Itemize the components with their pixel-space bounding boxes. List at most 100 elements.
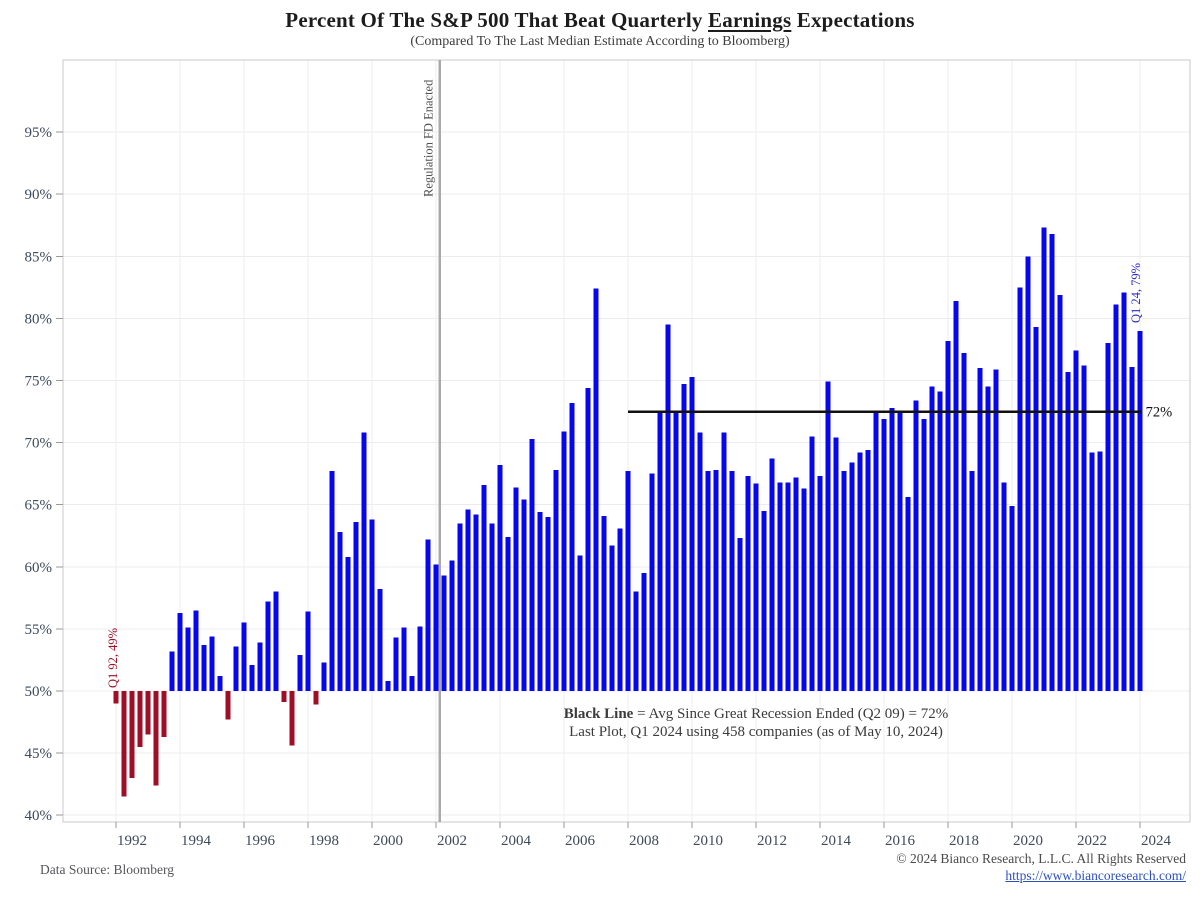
bar [1121, 292, 1127, 691]
y-tick-label: 55% [25, 622, 53, 638]
legend-black-line-desc: = Avg Since Great Recession Ended (Q2 09… [633, 706, 949, 722]
bar [145, 691, 151, 735]
bar [577, 555, 583, 691]
bar [729, 471, 735, 691]
chart-title: Percent Of The S&P 500 That Beat Quarter… [0, 8, 1200, 33]
bar [945, 340, 951, 691]
bar [1033, 327, 1039, 691]
bar [681, 384, 687, 691]
bar [737, 538, 743, 691]
bar [1017, 287, 1023, 691]
bar [905, 497, 911, 691]
bar [585, 387, 591, 691]
bar [641, 573, 647, 691]
bar [745, 476, 751, 691]
x-tick-label: 2008 [629, 833, 659, 849]
bar [241, 622, 247, 691]
bar [497, 464, 503, 691]
x-tick-label: 2006 [565, 833, 596, 849]
chart-title-suffix: Expectations [791, 8, 915, 32]
bar [225, 691, 231, 720]
bar [113, 691, 119, 704]
bar [1137, 330, 1143, 691]
bar [993, 369, 999, 691]
bianco-research-link[interactable]: https://www.biancoresearch.com/ [1005, 867, 1186, 883]
bar [625, 471, 631, 691]
y-tick-label: 50% [25, 684, 53, 700]
bar [1065, 371, 1071, 691]
x-tick-label: 1998 [309, 833, 339, 849]
x-tick-label: 2012 [757, 833, 787, 849]
y-tick-label: 85% [25, 249, 53, 265]
bar [185, 627, 191, 691]
bar [385, 681, 391, 691]
bar [929, 386, 935, 691]
bar [1129, 366, 1135, 691]
bar [897, 411, 903, 691]
bar [529, 438, 535, 691]
bar [1041, 227, 1047, 691]
x-tick-label: 2024 [1141, 833, 1172, 849]
bar [137, 691, 143, 747]
x-tick-label: 2022 [1077, 833, 1107, 849]
regulation-fd-label: Regulation FD Enacted [422, 79, 436, 197]
bar [609, 545, 615, 691]
bar [129, 691, 135, 778]
y-tick-label: 95% [25, 125, 53, 141]
bar [785, 482, 791, 691]
bar [913, 400, 919, 691]
bar [753, 483, 759, 691]
legend-line-1: Black Line = Avg Since Great Recession E… [436, 706, 1076, 724]
bar [489, 523, 495, 691]
bar [713, 469, 719, 691]
y-tick-label: 65% [25, 498, 53, 514]
x-tick-label: 2014 [821, 833, 852, 849]
bar [889, 407, 895, 691]
bar [313, 691, 319, 705]
legend-line-2: Last Plot, Q1 2024 using 458 companies (… [569, 723, 943, 740]
bar [857, 452, 863, 691]
bar [441, 575, 447, 691]
bar [209, 636, 215, 691]
chart-title-prefix: Percent Of The S&P 500 That Beat Quarter… [285, 8, 709, 32]
bar [345, 556, 351, 691]
bar [473, 514, 479, 691]
bar [121, 691, 127, 797]
x-tick-label: 2018 [949, 833, 979, 849]
bar [769, 458, 775, 691]
avg-line-label: 72% [1146, 405, 1173, 421]
bar [601, 515, 607, 691]
bar [777, 482, 783, 691]
data-source-note: Data Source: Bloomberg [40, 862, 174, 877]
bar [569, 402, 575, 691]
x-tick-label: 2020 [1013, 833, 1043, 849]
bar [721, 432, 727, 691]
bar [817, 476, 823, 691]
annotation-first-plot: Q1 92, 49% [106, 628, 120, 688]
y-tick-label: 70% [25, 436, 53, 452]
bar [633, 591, 639, 691]
bar [337, 532, 343, 691]
bar [657, 412, 663, 691]
bar [521, 499, 527, 691]
bar [481, 484, 487, 691]
bar [201, 645, 207, 691]
chart-legend: Black Line = Avg Since Great Recession E… [436, 706, 1076, 741]
y-tick-label: 80% [25, 311, 53, 327]
bar [1049, 233, 1055, 691]
bar [409, 676, 415, 691]
bar [393, 637, 399, 691]
bar [305, 611, 311, 691]
bar [401, 627, 407, 691]
bar [793, 477, 799, 691]
bar [1009, 505, 1015, 691]
annotation-last-plot: Q1 24, 79% [1129, 263, 1143, 323]
bar [825, 381, 831, 691]
bar [593, 288, 599, 691]
bar [921, 419, 927, 691]
x-tick-label: 2016 [885, 833, 916, 849]
x-tick-label: 2010 [693, 833, 723, 849]
bar [369, 519, 375, 691]
copyright-block: © 2024 Bianco Research, L.L.C. All Right… [896, 851, 1186, 884]
bar [873, 412, 879, 691]
